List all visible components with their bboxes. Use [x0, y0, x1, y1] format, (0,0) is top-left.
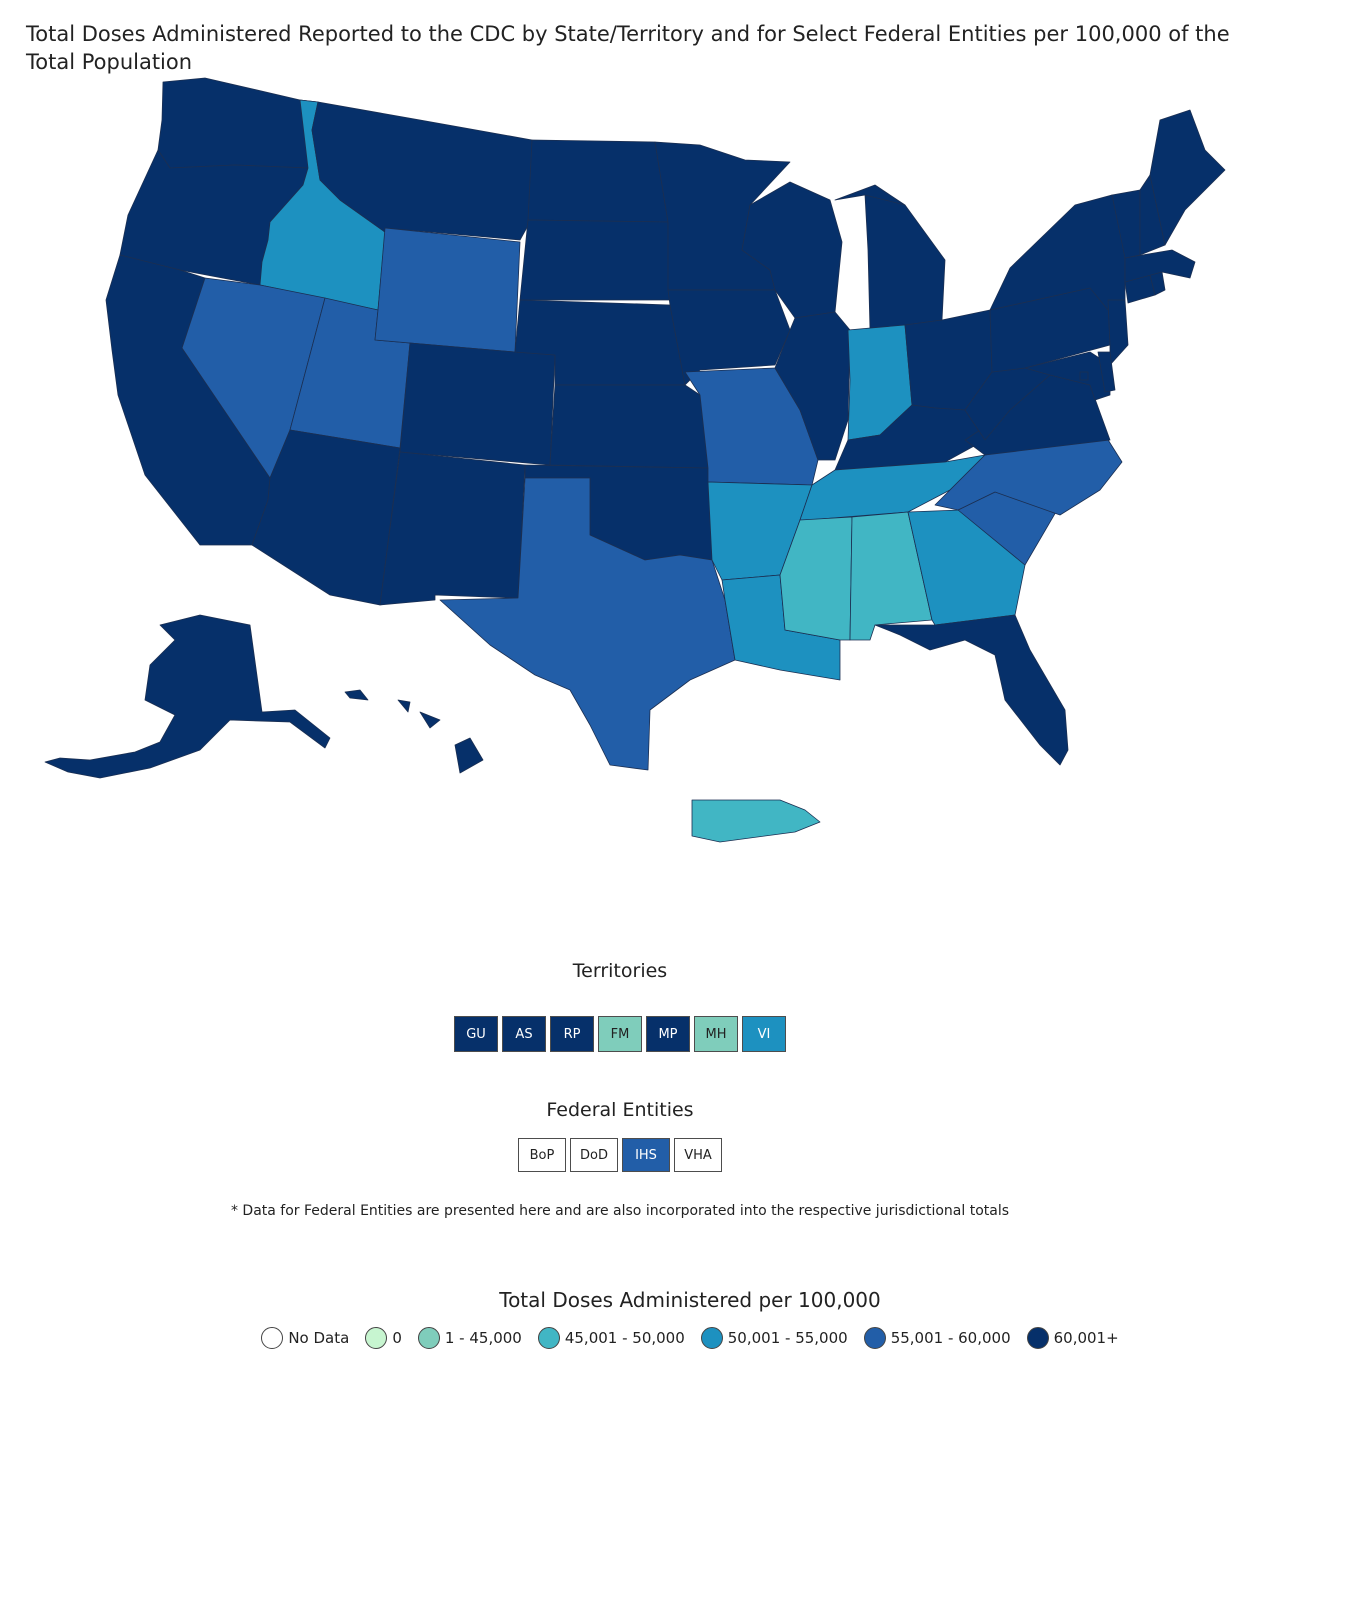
- state-sd[interactable]: South Dakota: [519, 219, 671, 301]
- state-nd[interactable]: North Dakota: [527, 139, 669, 223]
- territory-box-vi[interactable]: VI: [742, 1016, 786, 1052]
- state-ny[interactable]: New York: [989, 194, 1126, 311]
- territories-title: Territories: [572, 960, 668, 982]
- legend-label: 60,001+: [1053, 1329, 1119, 1347]
- state-tx[interactable]: Texas: [439, 477, 736, 771]
- legend-swatch: [1026, 1327, 1049, 1349]
- federal-entity-box-bop[interactable]: BoP: [518, 1138, 566, 1172]
- legend-swatch: [417, 1327, 440, 1349]
- territories-boxes: GU AS RP FM MP MH VI: [0, 1016, 1240, 1052]
- state-wy[interactable]: Wyoming: [374, 227, 521, 353]
- state-ak[interactable]: Alaska: [44, 614, 331, 779]
- legend-label: No Data: [288, 1329, 350, 1347]
- state-hi[interactable]: Hawaii: [344, 689, 484, 774]
- state-nm[interactable]: New Mexico: [379, 451, 526, 606]
- legend-label: 55,001 - 60,000: [890, 1329, 1011, 1347]
- state-nj[interactable]: New Jersey: [1107, 299, 1129, 366]
- state-pr[interactable]: Puerto Rico: [691, 799, 821, 843]
- state-md[interactable]: Maryland: [1024, 351, 1111, 401]
- federal-entity-box-ihs[interactable]: IHS: [622, 1138, 670, 1172]
- state-dc[interactable]: District of Columbia: [1079, 371, 1089, 381]
- state-ks[interactable]: Kansas: [549, 384, 709, 469]
- state-me[interactable]: Maine: [1149, 109, 1226, 246]
- map-title: Total Doses Administered Reported to the…: [26, 22, 1230, 74]
- territory-box-mp[interactable]: MP: [646, 1016, 690, 1052]
- state-de[interactable]: Delaware: [1097, 351, 1116, 393]
- territory-box-rp[interactable]: RP: [550, 1016, 594, 1052]
- state-az[interactable]: Arizona: [251, 429, 401, 606]
- legend-swatch: [537, 1327, 560, 1349]
- legend-item: 60,001+: [1026, 1327, 1119, 1349]
- state-il[interactable]: Illinois: [774, 311, 851, 461]
- state-co[interactable]: Colorado: [399, 342, 556, 466]
- legend-item: 50,001 - 55,000: [700, 1327, 848, 1349]
- legend-item: 0: [365, 1327, 402, 1349]
- legend-swatch: [700, 1327, 723, 1349]
- territory-box-gu[interactable]: GU: [454, 1016, 498, 1052]
- legend-label: 0: [392, 1329, 402, 1347]
- legend-item: 1 - 45,000: [417, 1327, 522, 1349]
- state-fl[interactable]: Florida: [874, 614, 1069, 766]
- legend-label: 45,001 - 50,000: [564, 1329, 685, 1347]
- state-ma[interactable]: Massachusetts: [1124, 249, 1196, 283]
- legend-swatch: [863, 1327, 886, 1349]
- state-mi[interactable]: Michigan: [834, 184, 946, 331]
- territory-box-fm[interactable]: FM: [598, 1016, 642, 1052]
- federal-entities-note: * Data for Federal Entities are presente…: [230, 1203, 1010, 1219]
- federal-entities-title: Federal Entities: [546, 1099, 694, 1121]
- legend-item: 55,001 - 60,000: [863, 1327, 1011, 1349]
- federal-entity-box-vha[interactable]: VHA: [674, 1138, 722, 1172]
- legend-label: 50,001 - 55,000: [727, 1329, 848, 1347]
- legend-title: Total Doses Administered per 100,000: [499, 1288, 881, 1312]
- territory-box-as[interactable]: AS: [502, 1016, 546, 1052]
- state-wa[interactable]: Washington: [157, 77, 319, 169]
- legend-label: 1 - 45,000: [444, 1329, 522, 1347]
- territory-box-mh[interactable]: MH: [694, 1016, 738, 1052]
- legend-item: No Data: [261, 1327, 349, 1349]
- federal-entities-boxes: BoP DoD IHS VHA: [0, 1138, 1240, 1172]
- federal-entity-box-dod[interactable]: DoD: [570, 1138, 618, 1172]
- legend-item: 45,001 - 50,000: [537, 1327, 685, 1349]
- states-layer: Washington Oregon California Idaho Nevad…: [44, 77, 1226, 843]
- legend: No Data 0 1 - 45,000 45,001 - 50,000 50,001 …: [0, 1327, 1364, 1349]
- us-choropleth-map: Washington Oregon California Idaho Nevad…: [44, 77, 1226, 843]
- legend-swatch: [365, 1327, 388, 1349]
- state-ia[interactable]: Iowa: [667, 289, 791, 386]
- legend-swatch: [261, 1327, 284, 1349]
